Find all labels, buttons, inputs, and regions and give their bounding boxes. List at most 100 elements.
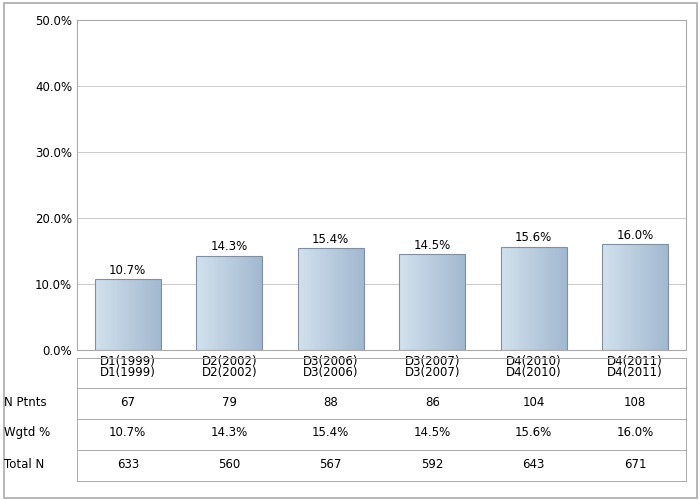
Text: 15.6%: 15.6% xyxy=(515,426,552,439)
Bar xyxy=(358,248,359,350)
Bar xyxy=(542,247,544,350)
Bar xyxy=(643,244,644,350)
Bar xyxy=(223,256,224,350)
Bar xyxy=(442,254,443,350)
Bar xyxy=(644,244,645,350)
Text: D4(2011): D4(2011) xyxy=(608,366,663,379)
Bar xyxy=(399,254,466,350)
Bar xyxy=(96,280,97,350)
Bar xyxy=(510,247,511,350)
Bar xyxy=(615,244,617,350)
Bar xyxy=(418,254,419,350)
Text: 10.7%: 10.7% xyxy=(109,426,146,439)
Bar xyxy=(230,256,232,350)
Bar xyxy=(636,244,638,350)
Bar xyxy=(602,244,603,350)
Bar xyxy=(345,248,346,350)
Bar xyxy=(337,248,338,350)
Bar xyxy=(153,280,154,350)
Bar xyxy=(215,256,216,350)
Bar xyxy=(156,280,158,350)
Bar xyxy=(261,256,262,350)
Bar xyxy=(400,254,402,350)
Bar xyxy=(320,248,321,350)
Bar xyxy=(242,256,244,350)
Bar xyxy=(299,248,300,350)
Bar xyxy=(607,244,608,350)
Bar xyxy=(125,280,127,350)
Bar xyxy=(312,248,313,350)
Bar xyxy=(143,280,144,350)
Bar xyxy=(564,247,566,350)
Bar xyxy=(631,244,632,350)
Bar xyxy=(260,256,261,350)
Bar xyxy=(197,256,199,350)
Text: D3(2006): D3(2006) xyxy=(303,366,358,379)
Bar xyxy=(658,244,659,350)
Bar xyxy=(109,280,110,350)
Bar xyxy=(309,248,310,350)
Bar xyxy=(425,254,426,350)
Bar xyxy=(363,248,364,350)
Bar xyxy=(217,256,218,350)
Bar xyxy=(605,244,606,350)
Bar xyxy=(537,247,538,350)
Text: Total N: Total N xyxy=(4,458,43,470)
Bar xyxy=(528,247,529,350)
Text: 14.3%: 14.3% xyxy=(211,426,248,439)
Bar xyxy=(443,254,444,350)
Bar xyxy=(344,248,345,350)
Bar xyxy=(336,248,337,350)
Bar xyxy=(102,280,104,350)
Bar xyxy=(132,280,133,350)
Text: 15.6%: 15.6% xyxy=(515,232,552,244)
Bar xyxy=(606,244,607,350)
Bar xyxy=(654,244,655,350)
Bar xyxy=(338,248,339,350)
Bar xyxy=(458,254,460,350)
Bar xyxy=(548,247,549,350)
Bar xyxy=(626,244,628,350)
Bar xyxy=(330,248,332,350)
Text: 15.4%: 15.4% xyxy=(312,232,349,245)
Bar xyxy=(405,254,406,350)
Bar xyxy=(129,280,130,350)
Bar xyxy=(248,256,249,350)
Bar xyxy=(556,247,558,350)
Bar xyxy=(666,244,667,350)
Bar xyxy=(357,248,358,350)
Bar xyxy=(322,248,323,350)
Bar xyxy=(225,256,226,350)
Bar xyxy=(204,256,205,350)
Bar xyxy=(99,280,100,350)
Bar xyxy=(359,248,360,350)
Bar xyxy=(408,254,409,350)
Bar xyxy=(653,244,654,350)
Bar xyxy=(399,254,400,350)
Bar xyxy=(209,256,211,350)
Bar xyxy=(404,254,405,350)
Bar xyxy=(435,254,437,350)
Text: 88: 88 xyxy=(323,396,338,409)
Bar xyxy=(347,248,349,350)
Bar xyxy=(220,256,222,350)
Bar xyxy=(213,256,214,350)
Bar xyxy=(127,280,129,350)
Bar xyxy=(444,254,445,350)
Bar xyxy=(256,256,257,350)
Bar xyxy=(440,254,441,350)
Bar xyxy=(612,244,613,350)
Bar xyxy=(228,256,230,350)
Bar xyxy=(237,256,238,350)
Bar xyxy=(462,254,463,350)
Bar xyxy=(122,280,123,350)
Bar xyxy=(141,280,142,350)
Bar xyxy=(634,244,635,350)
Bar xyxy=(234,256,236,350)
Bar xyxy=(661,244,662,350)
Bar xyxy=(142,280,143,350)
Bar xyxy=(110,280,111,350)
Bar xyxy=(629,244,630,350)
Bar xyxy=(505,247,506,350)
Bar xyxy=(609,244,610,350)
